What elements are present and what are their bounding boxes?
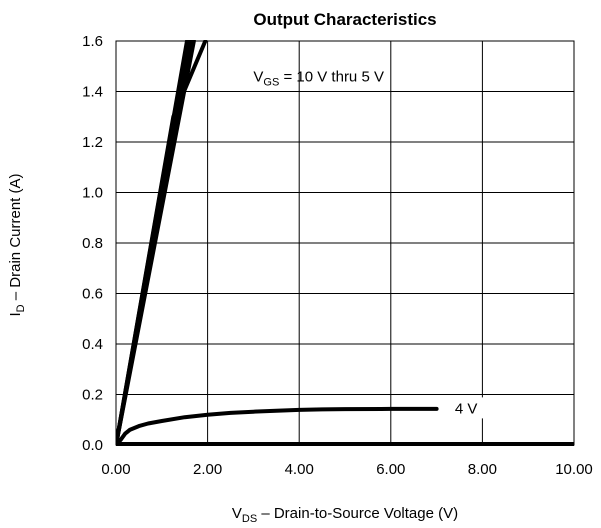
curves — [116, 40, 574, 446]
y-tick-label: 1.6 — [82, 33, 103, 50]
y-axis-label: ID – Drain Current (A) — [7, 174, 27, 317]
vgs-range-annotation: VGS = 10 V thru 5 V — [253, 68, 384, 88]
x-tick-label: 6.00 — [376, 461, 405, 478]
x-axis-label: VDS – Drain-to-Source Voltage (V) — [232, 505, 458, 525]
x-axis-label-main: V — [232, 505, 242, 522]
curve-series-6 — [116, 406, 439, 446]
y-tick-label: 0.4 — [82, 336, 103, 353]
y-tick-labels: 0.0 0.2 0.4 0.6 0.8 1.0 1.2 1.4 1.6 — [82, 33, 103, 454]
y-tick-label: 0.2 — [82, 387, 103, 404]
y-axis-label-main: I — [7, 312, 24, 316]
vgs-4v-label: 4 V — [455, 400, 478, 417]
y-tick-label: 1.2 — [82, 134, 103, 151]
x-axis-label-subscript: DS — [242, 513, 257, 525]
x-tick-label: 8.00 — [468, 461, 497, 478]
y-axis-label-subscript: D — [15, 304, 27, 312]
x-tick-label: 10.00 — [555, 461, 593, 478]
x-axis-label-rest: – Drain-to-Source Voltage (V) — [257, 505, 458, 522]
curve-series-5 — [116, 40, 208, 446]
y-tick-label: 0.6 — [82, 286, 103, 303]
grid — [115, 40, 575, 446]
x-tick-labels: 0.00 2.00 4.00 6.00 8.00 10.00 — [101, 461, 592, 478]
label-backdrop — [448, 397, 487, 419]
y-tick-label: 1.0 — [82, 185, 103, 202]
y-tick-label: 0.0 — [82, 437, 103, 454]
chart-title: Output Characteristics — [253, 10, 436, 29]
y-tick-label: 1.4 — [82, 84, 103, 101]
y-axis-label-rest: – Drain Current (A) — [7, 174, 24, 305]
y-tick-label: 0.8 — [82, 235, 103, 252]
x-tick-label: 4.00 — [285, 461, 314, 478]
x-tick-label: 0.00 — [101, 461, 130, 478]
x-tick-label: 2.00 — [193, 461, 222, 478]
annotations: VGS = 10 V thru 5 V 4 V — [253, 68, 487, 419]
